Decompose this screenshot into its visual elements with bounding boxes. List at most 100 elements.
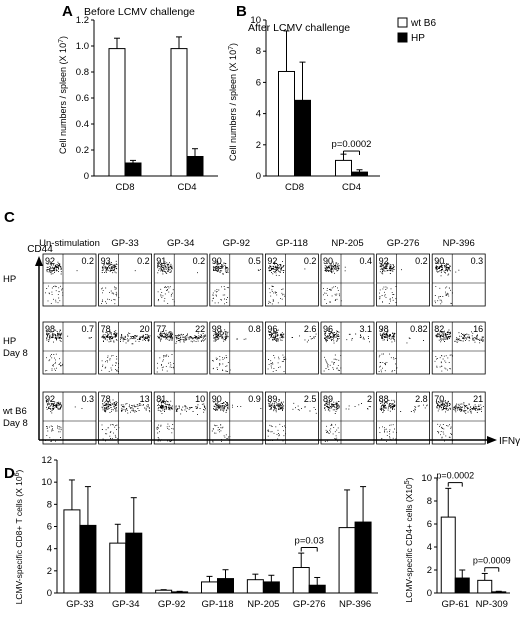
flow-dots [211, 400, 262, 443]
panel-d-left-x-labels: GP-33 GP-34 GP-92 GP-118 NP-205 GP-276 NP-396 [66, 599, 371, 610]
panel-d-right-y-ticks: 0 2 4 6 8 10 [421, 473, 437, 599]
quadrant-percent-left: 93 [101, 256, 111, 266]
quadrant-percent-right: 0.2 [81, 256, 94, 266]
panel-d-left-y-tick-label: 2 [47, 566, 52, 577]
quadrant-percent-right: 0.2 [137, 256, 150, 266]
panel-d-left-bar-hp [354, 521, 372, 594]
panel-b-letter: B [236, 3, 247, 20]
panel-d-left-ylabel: LCMV-specific CD8+ T cells (X 106) [14, 469, 24, 604]
flow-plot-frame [264, 321, 319, 375]
quadrant-percent-left: 89 [267, 394, 277, 404]
flow-plot-frame [431, 321, 486, 375]
panel-d-left-bar-wt [201, 581, 218, 594]
quadrant-percent-right: 10 [195, 394, 205, 404]
quadrant-percent-right: 0.2 [415, 256, 428, 266]
panel-d: D LCMV-specific CD8+ T cells (X 106) 0 2 4… [4, 455, 511, 610]
panel-b-plot: p=0.0002 [265, 20, 380, 177]
panel-d-left-x-tick-label: NP-396 [339, 599, 371, 610]
panel-b: B After LCMV challenge Cell numbers / sp… [228, 3, 436, 193]
flow-plot-frame [42, 253, 97, 307]
quadrant-percent-right: 0.7 [81, 324, 94, 334]
quadrant-percent-left: 91 [156, 256, 166, 266]
flow-plot-frame [42, 321, 97, 375]
panel-a-y-ticks: 0 0.2 0.4 0.6 0.8 1.0 1.2 [76, 15, 94, 182]
quadrant-percent-left: 90 [212, 394, 222, 404]
ifng-arrow-head [487, 436, 497, 444]
quadrant-percent-right: 20 [140, 324, 150, 334]
flow-dots [157, 261, 198, 304]
panel-b-y-tick-label: 4 [256, 109, 261, 120]
legend-swatch-hp [397, 32, 408, 43]
panel-b-bar-hp [294, 99, 311, 177]
flow-dots [45, 261, 78, 305]
quadrant-percent-right: 0.2 [193, 256, 206, 266]
panel-d-right-p-value: p=0.0002 [436, 471, 474, 481]
row-label-day: Day 8 [3, 418, 28, 429]
quadrant-percent-left: 98 [45, 324, 55, 334]
quadrant-percent-left: 88 [379, 394, 389, 404]
panel-d-left-plot: p=0.03 [56, 460, 378, 594]
panel-a-ylabel: Cell numbers / spleen (X 107) [58, 36, 68, 154]
panel-a-y-tick-label: 0.6 [76, 93, 89, 104]
panel-d-right-y-tick-label: 4 [427, 542, 432, 553]
panel-d-right-x-labels: GP-61 NP-309 [442, 599, 508, 610]
panel-d-right-bar-hp [491, 591, 507, 594]
panel-b-x-tick-label: CD8 [285, 182, 304, 193]
column-header: GP-92 [223, 238, 250, 249]
row-label: HP [3, 274, 16, 285]
quadrant-percent-right: 16 [473, 324, 483, 334]
cd44-arrow-head [35, 256, 43, 266]
panel-b-y-tick-label: 0 [256, 171, 261, 182]
panel-d-right-ylabel: LCMV-specific CD4+ cells (X105) [404, 477, 414, 602]
flow-plot-frame [376, 253, 431, 307]
panel-d-right-bar-wt [440, 516, 456, 594]
panel-d-left-bar-wt [338, 527, 356, 594]
panel-a-y-tick-label: 1.0 [76, 41, 89, 52]
panel-a-bar-hp [124, 162, 142, 177]
panel-b-y-ticks: 0 2 4 6 8 10 [250, 15, 266, 182]
panel-d-left-x-tick-label: GP-34 [112, 599, 139, 610]
panel-a-bar-hp [186, 156, 204, 177]
panel-d-right-y-tick-label: 10 [421, 473, 432, 484]
flow-dots [434, 262, 460, 305]
quadrant-percent-left: 92 [379, 256, 389, 266]
flow-dots [324, 400, 371, 442]
quadrant-percent-left: 92 [45, 394, 55, 404]
quadrant-percent-right: 2.8 [415, 394, 428, 404]
flow-plot-frame [376, 391, 431, 445]
flow-plot-frame [42, 391, 97, 445]
panel-d-left-y-tick-label: 4 [47, 544, 52, 555]
panel-a-y-tick-label: 0.8 [76, 67, 89, 78]
flow-plot-frame [209, 391, 264, 445]
panel-a-y-tick-label: 0.4 [76, 119, 89, 130]
flow-dots [268, 261, 306, 305]
panel-d-left-bar-hp [79, 524, 97, 594]
quadrant-percent-left: 78 [101, 394, 111, 404]
panel-b-y-tick-label: 10 [250, 15, 261, 26]
panel-a-y-tick-label: 0.2 [76, 145, 89, 156]
flow-dots [211, 261, 261, 305]
flow-dots [101, 330, 151, 373]
quadrant-percent-left: 82 [434, 324, 444, 334]
panel-a: A Before LCMV challenge Cell numbers / s… [58, 3, 218, 193]
flow-dots [267, 398, 317, 442]
panel-a-x-tick-label: CD4 [177, 182, 196, 193]
column-header: GP-33 [111, 238, 138, 249]
cd44-axis-label: CD44 [27, 244, 53, 255]
flow-plot-frame [98, 253, 152, 307]
legend-label-hp: HP [411, 33, 425, 44]
column-header: GP-118 [276, 238, 308, 249]
quadrant-percent-left: 90 [323, 256, 333, 266]
quadrant-percent-right: 0.8 [248, 324, 261, 334]
flow-dots [101, 260, 136, 305]
panel-d-left-y-tick-label: 8 [47, 499, 52, 510]
panel-b-y-tick-label: 8 [256, 46, 261, 57]
panel-d-right-x-tick-label: GP-61 [442, 599, 469, 610]
panel-a-bar-wt [170, 48, 188, 177]
panel-d-left-bar-hp [217, 578, 234, 594]
flow-dots [101, 399, 151, 443]
quadrant-percent-right: 0.5 [248, 256, 261, 266]
flow-dots [45, 329, 92, 372]
